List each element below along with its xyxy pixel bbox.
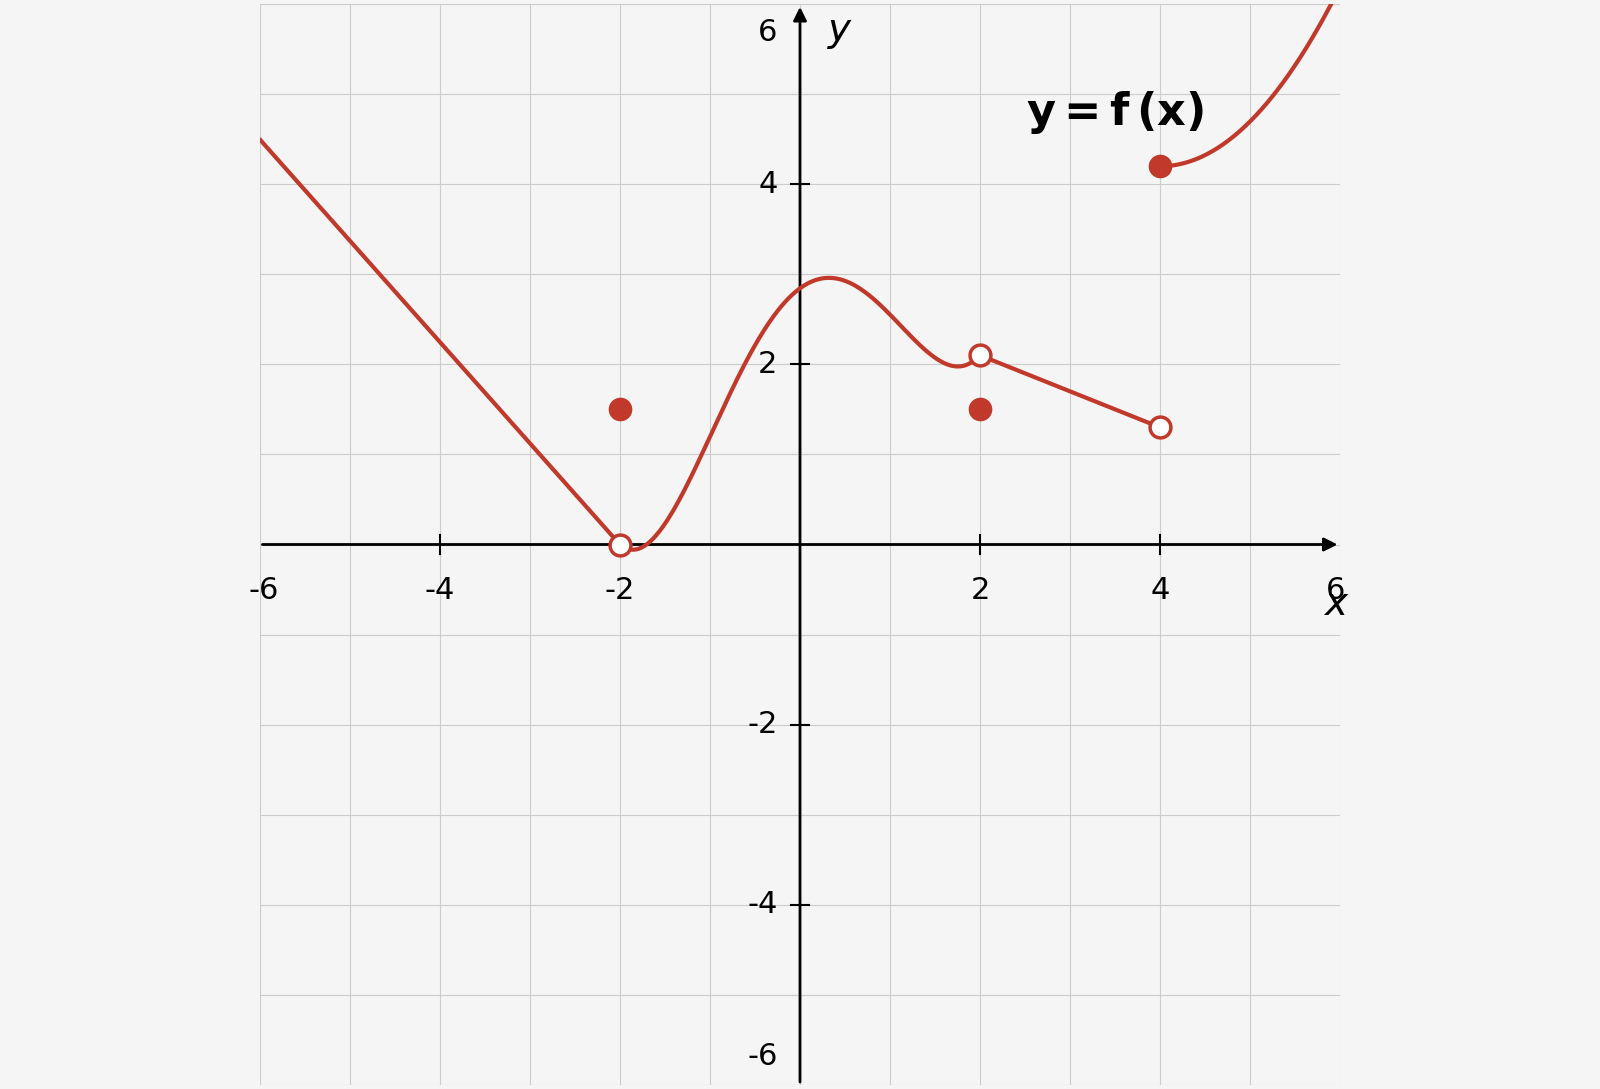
Text: 6: 6 <box>758 17 778 47</box>
Text: $x$: $x$ <box>1323 585 1349 623</box>
Text: $y$: $y$ <box>827 13 853 51</box>
Text: -4: -4 <box>424 576 454 605</box>
Text: -2: -2 <box>605 576 635 605</box>
Text: 2: 2 <box>971 576 990 605</box>
Text: -6: -6 <box>747 1042 778 1072</box>
Text: -4: -4 <box>747 890 778 919</box>
Text: $\mathbf{y = f\,(x)}$: $\mathbf{y = f\,(x)}$ <box>1026 88 1205 136</box>
Text: 6: 6 <box>1326 576 1346 605</box>
Text: -2: -2 <box>747 710 778 739</box>
Text: 4: 4 <box>758 170 778 199</box>
Text: 4: 4 <box>1150 576 1170 605</box>
Text: 2: 2 <box>758 350 778 379</box>
Text: -6: -6 <box>250 576 280 605</box>
